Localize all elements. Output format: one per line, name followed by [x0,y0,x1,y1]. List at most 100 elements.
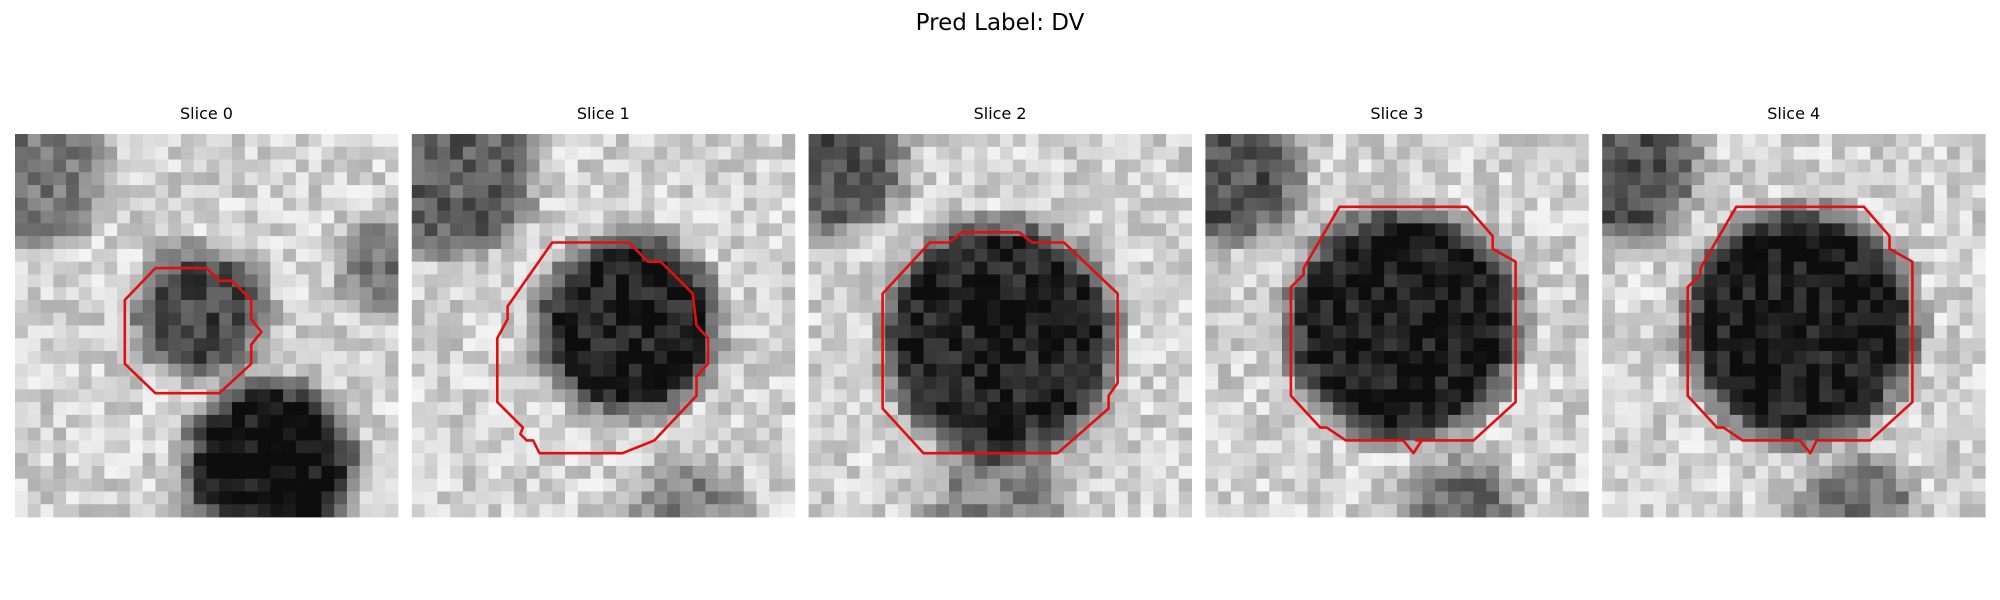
pixel [475,287,489,301]
pixel [219,504,233,518]
pixel [718,440,732,454]
pixel [372,338,386,352]
pixel [155,363,169,377]
pixel [961,325,975,339]
pixel [821,223,835,237]
pixel [1755,248,1769,263]
pixel [846,274,861,288]
pixel [270,185,284,199]
pixel [1717,236,1731,250]
pixel [769,389,783,403]
pixel [1806,312,1820,326]
pixel [1294,134,1308,148]
pixel [359,134,373,148]
pixel [1575,338,1589,352]
pixel [1409,402,1423,416]
pixel [1550,159,1564,173]
pixel [1473,351,1487,365]
pixel [565,261,579,275]
pixel [1832,134,1846,148]
pixel [1614,312,1629,326]
pixel [1666,440,1680,454]
pixel [104,363,118,377]
pixel [193,453,207,467]
pixel [1691,274,1705,288]
pixel [743,159,757,173]
pixel [565,159,579,173]
pixel [1946,172,1961,186]
pixel [244,465,258,480]
pixel [1038,274,1052,288]
pixel [1447,491,1462,505]
pixel [1857,299,1871,314]
pixel [1422,453,1436,467]
pixel [808,210,822,224]
pixel [1205,146,1219,160]
pixel [78,287,92,301]
pixel [321,261,335,275]
pixel [1832,491,1846,505]
contour [495,241,710,455]
pixel [450,363,464,377]
pixel [743,248,757,263]
pixel [936,478,950,492]
pixel [1934,287,1948,301]
pixel [782,465,796,480]
pixel [1768,478,1782,492]
pixel [1550,453,1564,467]
pixel [1959,197,1973,211]
pixel [552,134,566,148]
pixel [769,223,783,237]
pixel [1691,146,1705,160]
pixel [15,325,29,339]
pixel [1422,146,1436,160]
pixel [1627,363,1641,377]
pixel [936,363,950,377]
pixel [385,325,399,339]
pixel [1844,504,1858,518]
pixel [27,223,41,237]
pixel [411,287,425,301]
pixel [628,478,642,492]
pixel [117,465,131,480]
pixel [1435,376,1449,390]
pixel [437,299,451,314]
pixel [334,287,348,301]
pixel [78,376,92,390]
pixel [526,491,540,505]
pixel [782,491,796,505]
pixel [987,338,1001,352]
pixel [1908,223,1922,237]
pixel [1422,210,1436,224]
pixel [705,312,719,326]
pixel [641,197,655,211]
pixel [424,465,438,480]
pixel [488,376,502,390]
pixel [104,210,118,224]
pixel [539,274,553,288]
pixel [462,134,477,148]
pixel [1742,146,1756,160]
pixel [1653,236,1667,250]
pixel [1486,274,1500,288]
pixel [1895,210,1909,224]
pixel [1127,274,1141,288]
pixel [78,248,92,263]
pixel [219,338,233,352]
pixel [1653,389,1667,403]
pixel [1653,299,1667,314]
pixel [193,159,207,173]
pixel [590,402,604,416]
pixel [769,453,783,467]
pixel [1742,159,1756,173]
pixel [1640,248,1654,263]
pixel [1076,478,1090,492]
pixel [654,210,668,224]
pixel [1409,210,1423,224]
pixel [450,478,464,492]
pixel [1269,504,1283,518]
pixel [1102,325,1116,339]
pixel [1486,325,1500,339]
pixel [1972,504,1986,518]
pixel [346,299,361,314]
